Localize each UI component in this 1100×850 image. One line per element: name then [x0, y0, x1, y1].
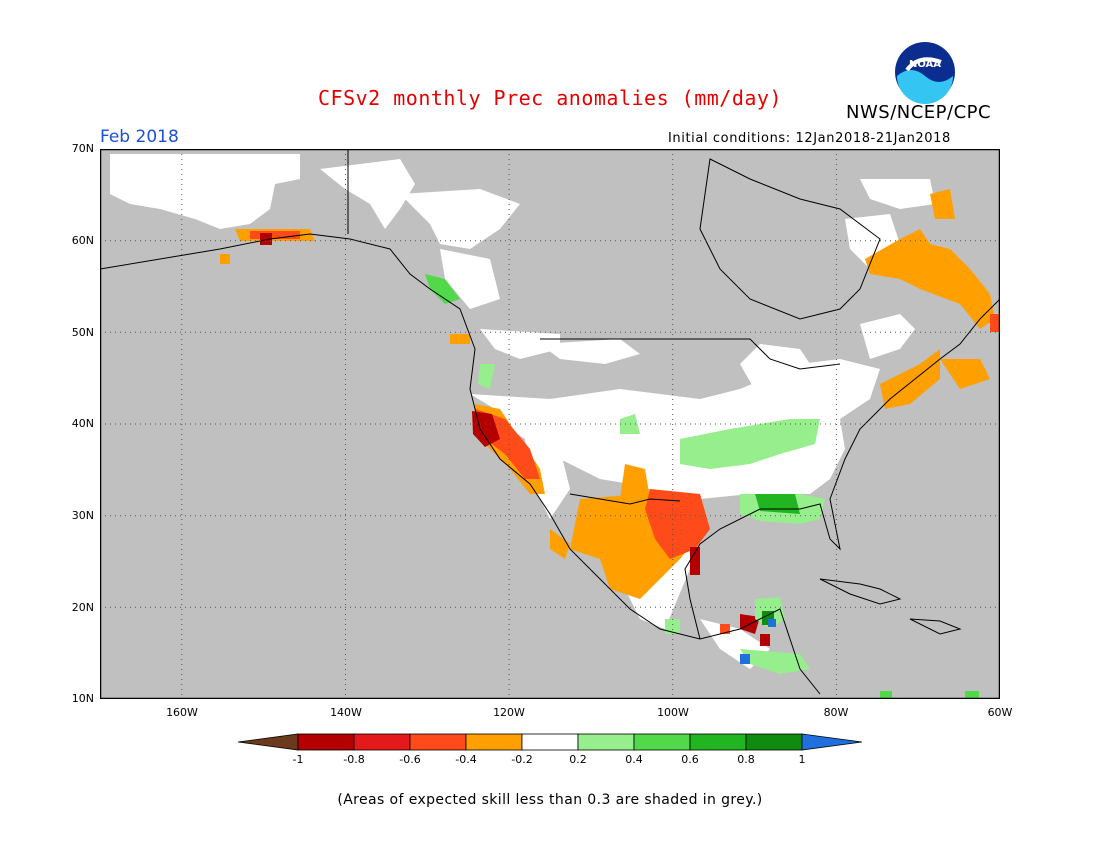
skill-footnote: (Areas of expected skill less than 0.3 a… [337, 792, 763, 808]
colorbar-bin [521, 733, 579, 751]
forecast-period: Feb 2018 [100, 127, 179, 147]
svg-text:NOAA: NOAA [909, 59, 941, 70]
lat-label-40n: 40N [71, 417, 94, 430]
colorbar-label: 1 [798, 753, 806, 766]
coastlines [100, 149, 1000, 695]
colorbar-lower-arrow [238, 733, 299, 751]
colorbar-label: 0.6 [681, 753, 699, 766]
colorbar-label: 0.2 [569, 753, 587, 766]
colorbar-upper-arrow [801, 733, 862, 751]
initial-conditions: Initial conditions: 12Jan2018-21Jan2018 [668, 131, 951, 146]
colorbar-label: -0.8 [343, 753, 365, 766]
colorbar-bin [409, 733, 467, 751]
lon-label-80w: 80W [823, 706, 849, 719]
colorbar-bin [689, 733, 747, 751]
lat-label-30n: 30N [71, 509, 94, 522]
colorbar-label: 0.8 [737, 753, 755, 766]
negative-anomalies [220, 189, 1000, 646]
lat-label-50n: 50N [71, 326, 94, 339]
colorbar-label: -0.6 [399, 753, 421, 766]
colorbar-label: -1 [292, 753, 304, 766]
colorbar-label: -0.4 [455, 753, 477, 766]
colorbar-bin [633, 733, 691, 751]
colorbar-bin [353, 733, 411, 751]
lat-label-70n: 70N [71, 142, 94, 155]
noaa-logo: NOAA [895, 42, 955, 104]
colorbar-bin [745, 733, 803, 751]
lat-label-60n: 60N [71, 234, 94, 247]
colorbar-bin [577, 733, 635, 751]
lon-label-140w: 140W [330, 706, 362, 719]
lon-label-160w: 160W [166, 706, 198, 719]
colorbar [238, 733, 862, 751]
graticule [100, 149, 1000, 699]
agency-label: NWS/NCEP/CPC [846, 102, 992, 123]
anomaly-map [100, 149, 1000, 699]
lon-label-120w: 120W [493, 706, 525, 719]
colorbar-bin [465, 733, 523, 751]
colorbar-label: -0.2 [511, 753, 533, 766]
positive-anomalies [425, 274, 979, 699]
colorbar-bin [297, 733, 355, 751]
map-frame [100, 149, 1000, 699]
lat-label-10n: 10N [71, 692, 94, 705]
map-title: CFSv2 monthly Prec anomalies (mm/day) [317, 86, 783, 110]
colorbar-label: 0.4 [625, 753, 643, 766]
lon-label-60w: 60W [987, 706, 1013, 719]
lat-label-20n: 20N [71, 601, 94, 614]
lon-label-100w: 100W [657, 706, 689, 719]
